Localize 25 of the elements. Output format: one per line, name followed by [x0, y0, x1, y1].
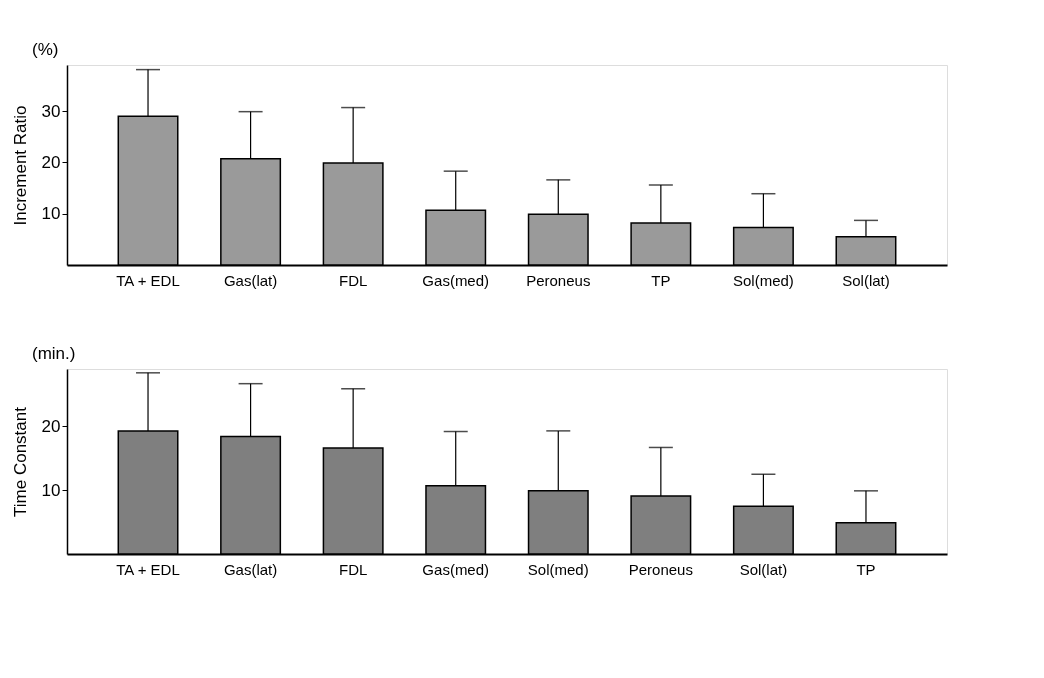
x-tick-label: Gas(med) [422, 271, 490, 289]
y-tick-label: 10 [41, 204, 61, 224]
x-tick-label: Peroneus [628, 560, 693, 578]
y-axis-title: Time Constant [10, 406, 30, 517]
x-tick-label: Sol(lat) [739, 560, 788, 578]
x-tick-label: TP [651, 271, 671, 289]
y-axis-title: Increment Ratio [10, 105, 30, 226]
x-tick-label: Sol(lat) [842, 271, 890, 289]
x-tick-label: TP [856, 560, 876, 578]
y-tick-label: 20 [41, 152, 61, 172]
x-tick-label: Sol(med) [732, 271, 794, 289]
y-tick-label: 30 [41, 101, 61, 121]
x-tick-label: TA + EDL [116, 271, 180, 289]
text: (min.) [32, 344, 76, 363]
x-tick-label: Gas(lat) [223, 560, 278, 578]
y-tick-label: 20 [41, 416, 61, 436]
y-tick-label: 10 [41, 480, 61, 500]
text: (%) [32, 40, 59, 59]
x-tick-label: Sol(med) [527, 560, 589, 578]
x-tick-label: Gas(lat) [223, 271, 278, 289]
x-tick-label: Peroneus [526, 271, 591, 289]
x-tick-label: FDL [338, 271, 368, 289]
x-tick-label: TA + EDL [116, 560, 180, 578]
x-tick-label: Gas(med) [422, 560, 490, 578]
x-tick-label: FDL [338, 560, 368, 578]
